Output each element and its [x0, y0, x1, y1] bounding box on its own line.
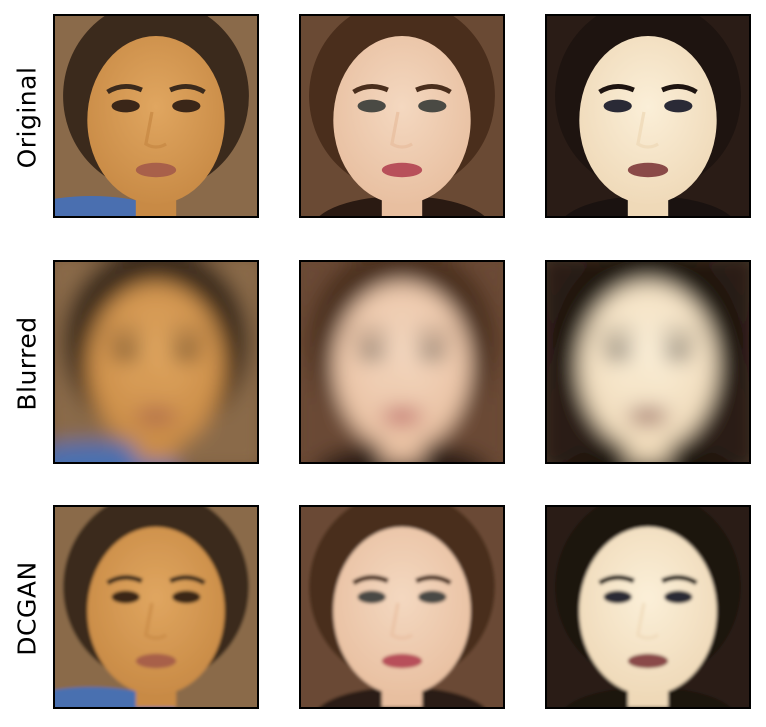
image-blurred-3 — [545, 260, 751, 464]
row-label-text: Original — [12, 66, 42, 168]
row-label-blurred: Blurred — [0, 260, 54, 466]
row-label-text: DCGAN — [12, 560, 42, 656]
image-original-3 — [545, 14, 751, 218]
image-blurred-2 — [299, 260, 505, 464]
row-label-text: Blurred — [12, 315, 42, 411]
image-blurred-1 — [53, 260, 259, 464]
image-dcgan-3 — [545, 505, 751, 709]
image-original-2 — [299, 14, 505, 218]
image-original-1 — [53, 14, 259, 218]
row-label-dcgan: DCGAN — [0, 505, 54, 711]
image-dcgan-2 — [299, 505, 505, 709]
image-dcgan-1 — [53, 505, 259, 709]
row-label-original: Original — [0, 14, 54, 220]
